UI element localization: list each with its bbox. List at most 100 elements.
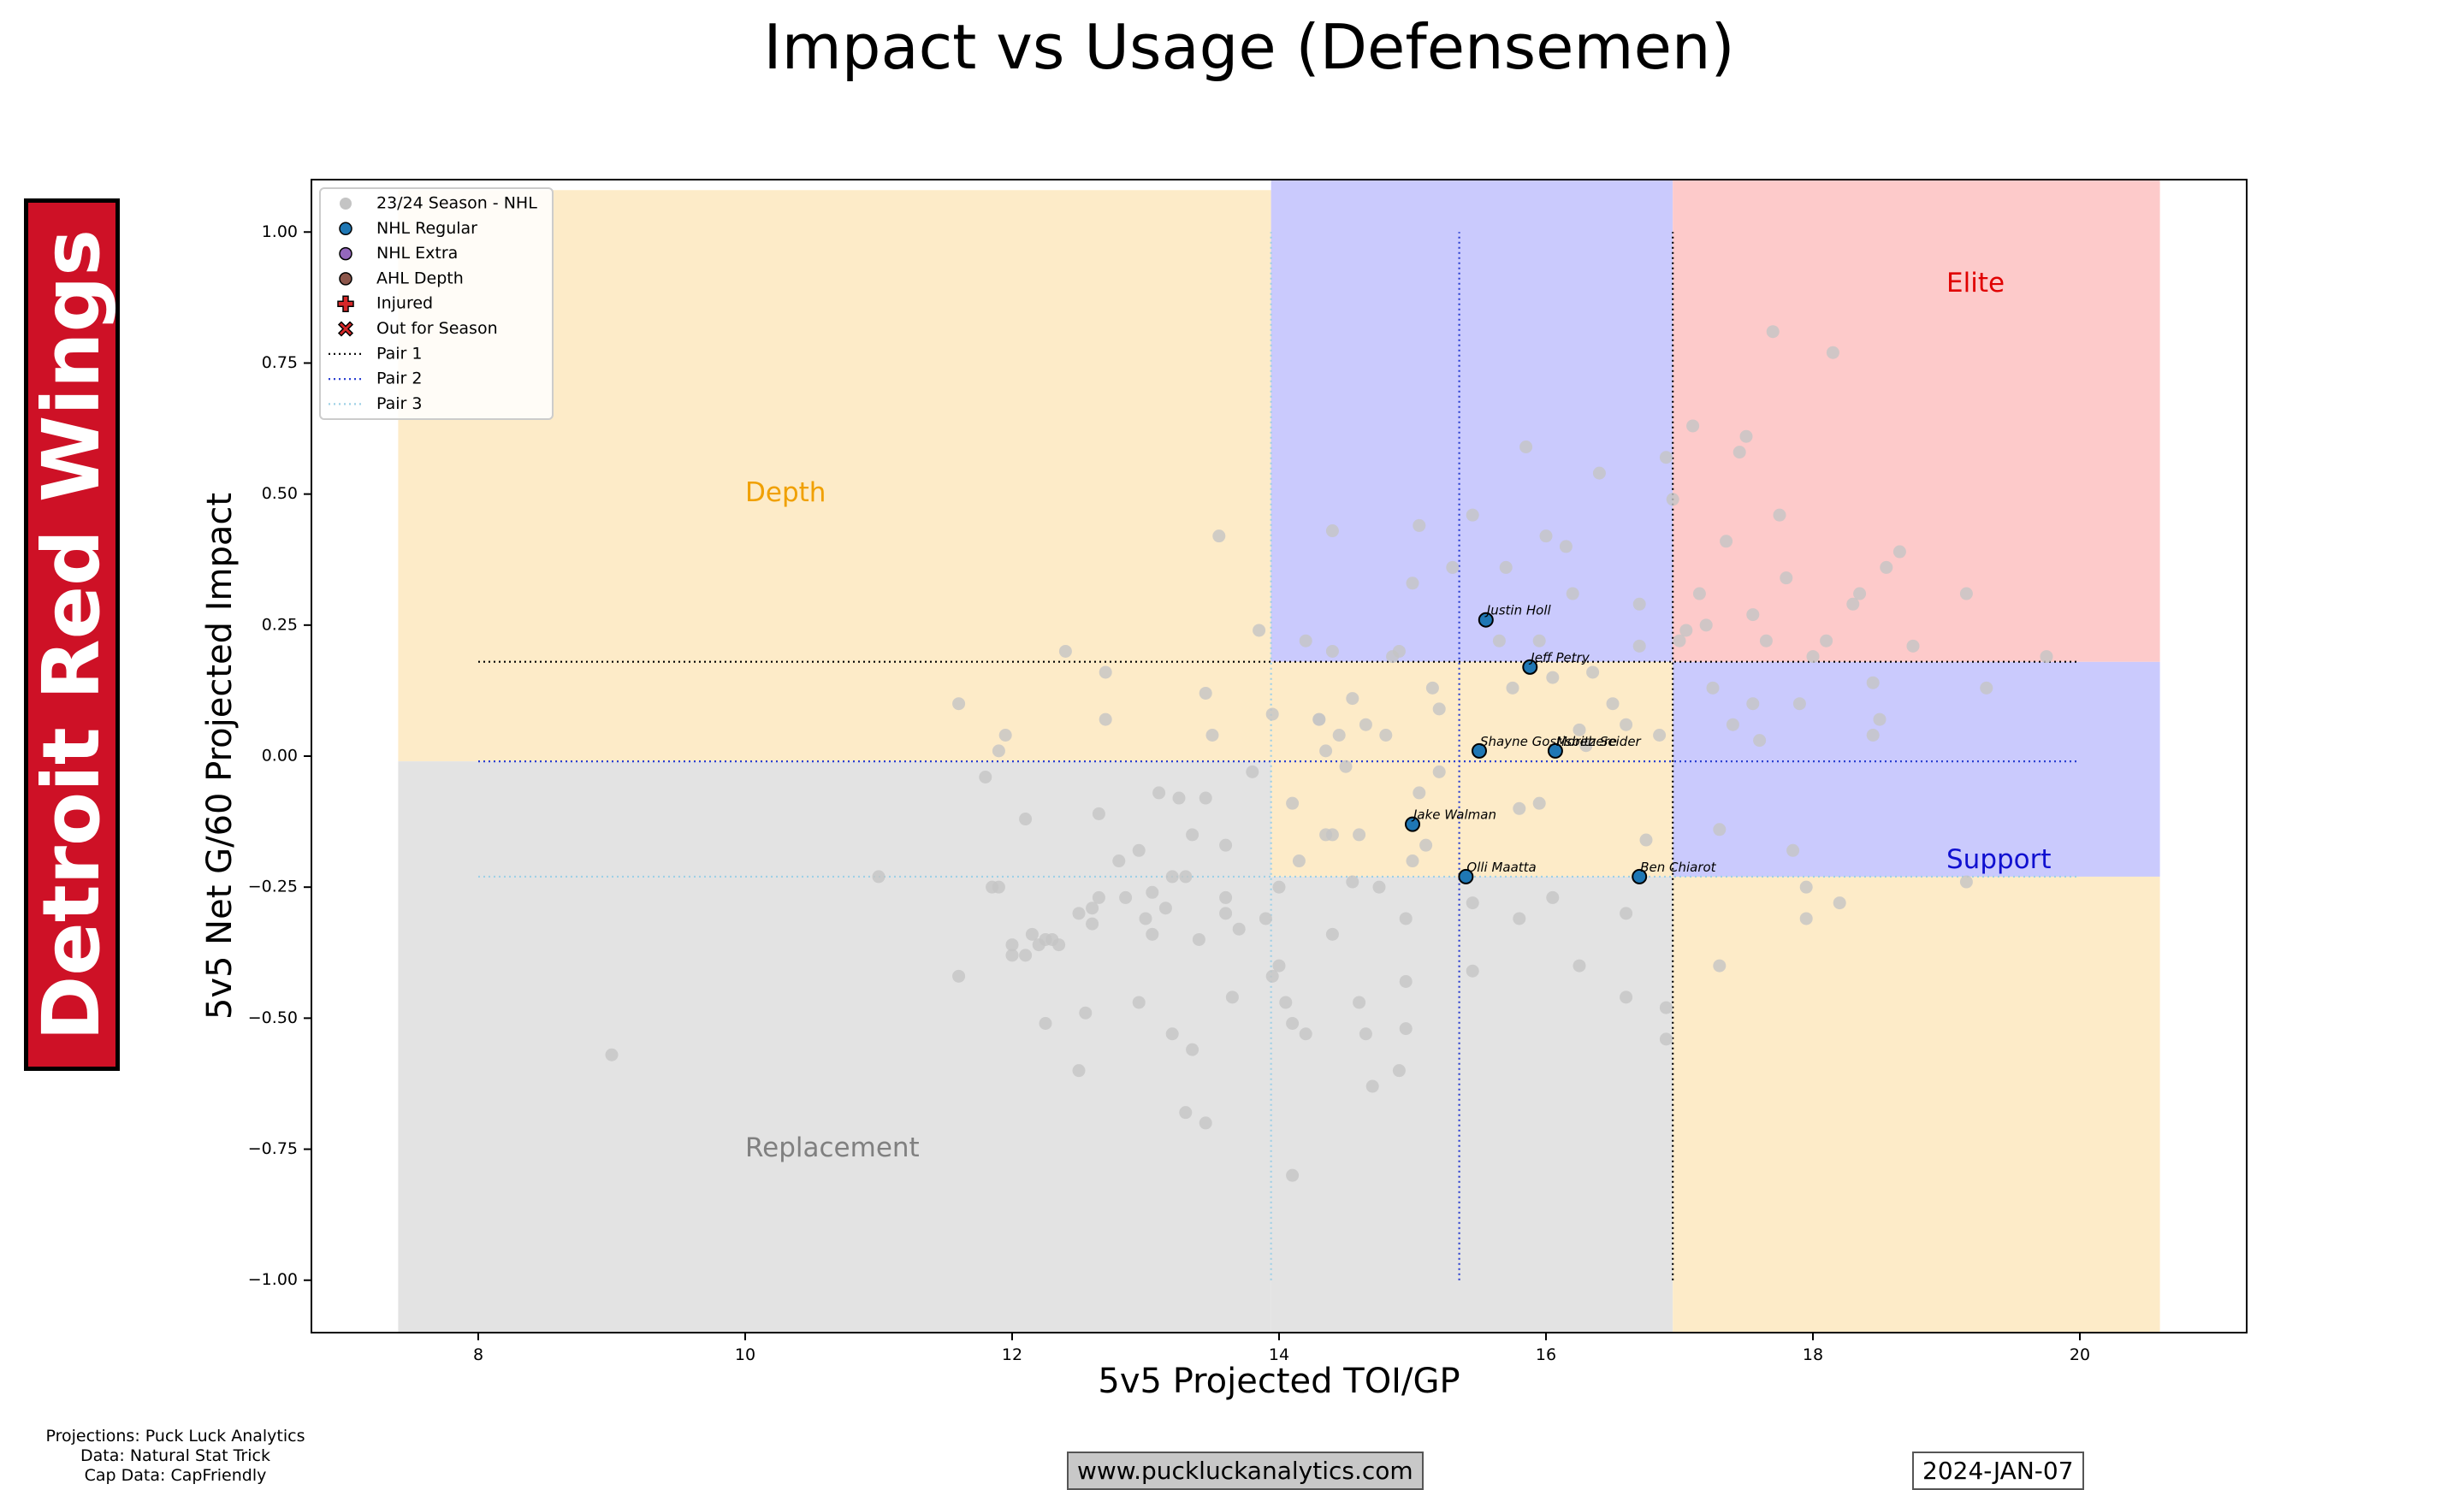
region-depth-7	[1673, 876, 2160, 1333]
league-point	[1039, 932, 1052, 946]
league-point	[1132, 843, 1146, 857]
x-axis-label: 5v5 Projected TOI/GP	[1098, 1362, 1460, 1401]
league-point	[1532, 796, 1546, 810]
y-tick-label: 0.25	[262, 615, 298, 634]
league-point	[1325, 927, 1339, 941]
league-point	[1099, 712, 1112, 726]
league-point	[1706, 681, 1720, 695]
credits: Projections: Puck Luck Analytics Data: N…	[26, 1427, 325, 1486]
league-point	[1980, 681, 1993, 695]
league-point	[1406, 854, 1419, 868]
league-point	[1732, 446, 1746, 459]
league-point	[1659, 451, 1673, 464]
x-tick-label: 18	[1803, 1345, 1823, 1364]
player-point-shayne-gostisbehere	[1472, 742, 1487, 759]
league-point	[1086, 917, 1099, 931]
x-tick-label: 14	[1269, 1345, 1289, 1364]
league-point	[1639, 833, 1653, 847]
legend-marker-season	[340, 198, 352, 210]
league-point	[1353, 828, 1366, 842]
league-point	[1212, 529, 1226, 543]
league-point	[1579, 739, 1593, 753]
league-point	[1632, 597, 1646, 611]
region-label-depth: Depth	[745, 477, 826, 508]
league-point	[1519, 440, 1533, 453]
league-point	[1379, 728, 1393, 742]
league-point	[1573, 723, 1586, 736]
league-point	[1019, 813, 1033, 826]
player-label-jake-walman: Jake Walman	[1411, 807, 1496, 823]
league-point	[1299, 1027, 1312, 1041]
legend-label: AHL Depth	[376, 269, 464, 287]
league-point	[1632, 639, 1646, 653]
league-point	[952, 697, 966, 711]
league-point	[1146, 885, 1159, 899]
league-point	[1406, 576, 1419, 590]
league-point	[1532, 634, 1546, 647]
league-point	[1292, 854, 1306, 868]
league-point	[1025, 927, 1039, 941]
region-label-replacement: Replacement	[745, 1132, 920, 1163]
league-point	[1219, 890, 1233, 904]
league-point	[1072, 907, 1086, 920]
player-label-justin-holl: Justin Holl	[1484, 603, 1552, 618]
league-point	[1346, 692, 1359, 706]
league-point	[1959, 587, 1973, 600]
league-point	[1005, 949, 1019, 962]
league-point	[1365, 1079, 1379, 1093]
league-point	[1139, 912, 1152, 925]
league-point	[1225, 990, 1239, 1004]
league-point	[1679, 624, 1693, 637]
y-tick-label: 0.50	[262, 484, 298, 503]
league-point	[1773, 508, 1786, 522]
y-tick-label: −0.25	[248, 878, 298, 896]
region-label-elite: Elite	[1946, 268, 2005, 299]
league-point	[1866, 728, 1880, 742]
player-label-ben-chiarot: Ben Chiarot	[1640, 860, 1716, 875]
league-point	[1119, 890, 1133, 904]
league-point	[1539, 529, 1553, 543]
league-point	[1746, 697, 1760, 711]
league-point	[1686, 419, 1700, 433]
league-point	[1286, 796, 1300, 810]
region-support-3	[1270, 180, 1673, 662]
league-point	[1399, 974, 1413, 988]
league-point	[1325, 524, 1339, 538]
league-point	[1399, 1022, 1413, 1036]
legend-box	[319, 187, 554, 420]
team-name: Detroit Red Wings	[26, 228, 118, 1041]
league-point	[1726, 718, 1739, 731]
region-depth-6	[1270, 661, 1673, 877]
league-point	[1392, 1064, 1406, 1078]
league-point	[1353, 996, 1366, 1009]
league-point	[1072, 1064, 1086, 1078]
league-point	[1199, 686, 1212, 700]
y-tick-label: 0.00	[262, 747, 298, 766]
league-point	[1079, 1006, 1093, 1020]
league-point	[1359, 718, 1372, 731]
player-point-jeff-petry	[1522, 659, 1538, 675]
region-elite-5	[1673, 180, 2160, 662]
league-point	[1039, 1016, 1052, 1030]
x-tick-label: 16	[1536, 1345, 1556, 1364]
league-point	[1446, 560, 1460, 574]
league-point	[1413, 518, 1426, 532]
league-point	[1606, 697, 1620, 711]
website-link[interactable]: www.puckluckanalytics.com	[1067, 1452, 1424, 1490]
chart-title: Impact vs Usage (Defensemen)	[763, 11, 1734, 83]
legend-label: Pair 1	[376, 344, 422, 363]
league-point	[1620, 718, 1633, 731]
league-point	[1372, 880, 1386, 894]
league-point	[1873, 712, 1886, 726]
league-point	[1179, 870, 1193, 884]
league-point	[1906, 639, 1920, 653]
league-point	[1286, 1016, 1300, 1030]
league-point	[1466, 964, 1479, 978]
x-tick-label: 10	[735, 1345, 755, 1364]
league-point	[1739, 429, 1753, 443]
league-point	[1892, 545, 1906, 559]
league-point	[1713, 823, 1727, 837]
player-point-ben-chiarot	[1632, 868, 1648, 884]
league-point	[1265, 969, 1279, 983]
